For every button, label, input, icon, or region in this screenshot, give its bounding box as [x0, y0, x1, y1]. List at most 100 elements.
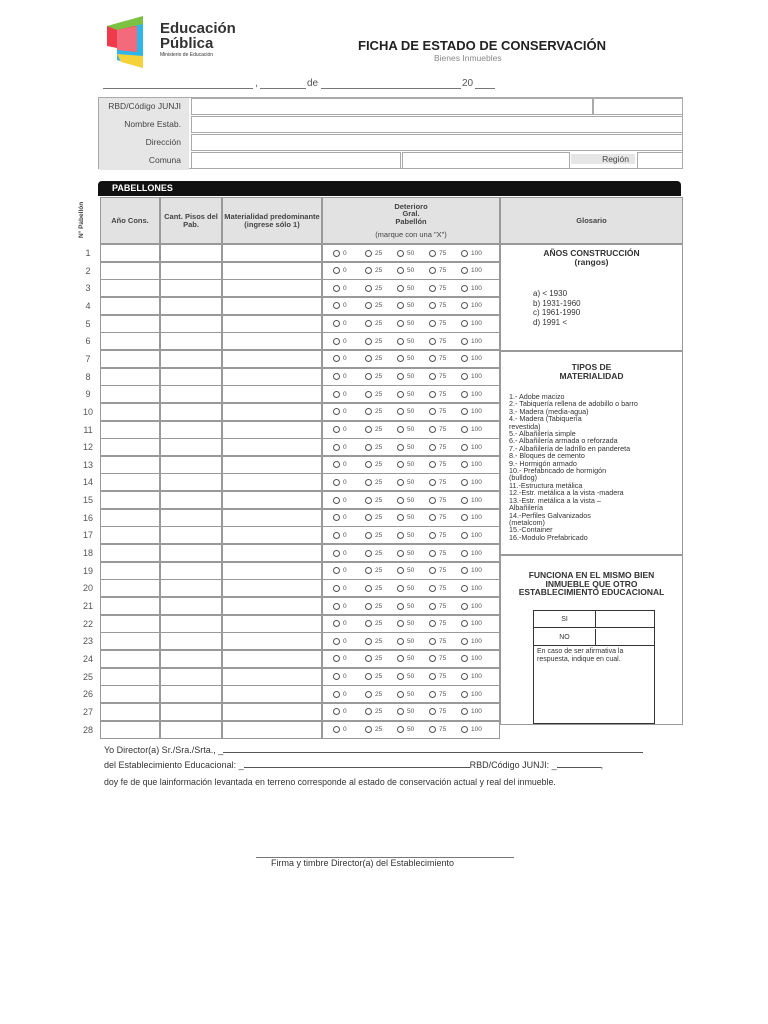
cant-pisos-field[interactable]: [160, 402, 222, 421]
director-name-field[interactable]: [223, 752, 644, 753]
deterioro-radio[interactable]: 25: [365, 408, 397, 416]
deterioro-radio[interactable]: 75: [429, 514, 461, 522]
materialidad-field[interactable]: [222, 720, 322, 739]
deterioro-radio[interactable]: 25: [365, 620, 397, 628]
materialidad-field[interactable]: [222, 349, 322, 368]
cant-pisos-field[interactable]: [160, 332, 222, 351]
deterioro-radio[interactable]: 0: [333, 284, 365, 292]
deterioro-radio[interactable]: 50: [397, 620, 429, 628]
deterioro-radio[interactable]: 100: [461, 337, 493, 345]
deterioro-radio[interactable]: 25: [365, 267, 397, 275]
cant-pisos-field[interactable]: [160, 544, 222, 563]
deterioro-radio[interactable]: 75: [429, 584, 461, 592]
deterioro-radio[interactable]: 0: [333, 690, 365, 698]
deterioro-radio[interactable]: 25: [365, 726, 397, 734]
deterioro-radio[interactable]: 75: [429, 373, 461, 381]
deterioro-radio[interactable]: 75: [429, 620, 461, 628]
rbd-extra-field[interactable]: [593, 98, 683, 115]
deterioro-radio[interactable]: 0: [333, 408, 365, 416]
deterioro-radio[interactable]: 25: [365, 302, 397, 310]
deterioro-radio[interactable]: 100: [461, 602, 493, 610]
deterioro-radio[interactable]: 50: [397, 337, 429, 345]
cant-pisos-field[interactable]: [160, 649, 222, 668]
deterioro-radio[interactable]: 25: [365, 496, 397, 504]
deterioro-radio[interactable]: 100: [461, 514, 493, 522]
deterioro-radio[interactable]: 75: [429, 337, 461, 345]
materialidad-field[interactable]: [222, 261, 322, 280]
ano-cons-field[interactable]: [100, 685, 160, 704]
ano-cons-field[interactable]: [100, 244, 160, 262]
deterioro-radio[interactable]: 0: [333, 390, 365, 398]
cant-pisos-field[interactable]: [160, 632, 222, 651]
ano-cons-field[interactable]: [100, 702, 160, 721]
cant-pisos-field[interactable]: [160, 314, 222, 333]
cant-pisos-field[interactable]: [160, 597, 222, 615]
nombre-field[interactable]: [191, 116, 683, 133]
materialidad-field[interactable]: [222, 579, 322, 598]
deterioro-radio[interactable]: 75: [429, 637, 461, 645]
deterioro-radio[interactable]: 0: [333, 673, 365, 681]
deterioro-radio[interactable]: 100: [461, 426, 493, 433]
ano-cons-field[interactable]: [100, 349, 160, 368]
rbd-code-field[interactable]: [556, 767, 601, 768]
deterioro-radio[interactable]: 0: [333, 602, 365, 610]
deterioro-radio[interactable]: 100: [461, 320, 493, 328]
deterioro-radio[interactable]: 50: [397, 355, 429, 363]
deterioro-radio[interactable]: 0: [333, 267, 365, 275]
deterioro-radio[interactable]: 25: [365, 602, 397, 610]
deterioro-radio[interactable]: 50: [397, 726, 429, 734]
deterioro-radio[interactable]: 75: [429, 390, 461, 398]
materialidad-field[interactable]: [222, 314, 322, 333]
ano-cons-field[interactable]: [100, 508, 160, 527]
deterioro-radio[interactable]: 50: [397, 584, 429, 592]
deterioro-radio[interactable]: 50: [397, 320, 429, 328]
deterioro-radio[interactable]: 100: [461, 726, 493, 734]
deterioro-radio[interactable]: 50: [397, 673, 429, 681]
deterioro-radio[interactable]: 0: [333, 620, 365, 628]
rbd-field[interactable]: [191, 98, 593, 115]
deterioro-radio[interactable]: 100: [461, 267, 493, 275]
deterioro-radio[interactable]: 0: [333, 302, 365, 310]
deterioro-radio[interactable]: 50: [397, 249, 429, 257]
deterioro-radio[interactable]: 100: [461, 690, 493, 698]
deterioro-radio[interactable]: 50: [397, 514, 429, 522]
deterioro-radio[interactable]: 25: [365, 355, 397, 363]
ano-cons-field[interactable]: [100, 314, 160, 333]
ano-cons-field[interactable]: [100, 473, 160, 492]
materialidad-field[interactable]: [222, 438, 322, 457]
deterioro-radio[interactable]: 25: [365, 390, 397, 398]
ano-cons-field[interactable]: [100, 544, 160, 563]
deterioro-radio[interactable]: 25: [365, 320, 397, 328]
deterioro-radio[interactable]: 75: [429, 549, 461, 557]
comuna-field[interactable]: [191, 152, 401, 169]
cant-pisos-field[interactable]: [160, 473, 222, 492]
deterioro-radio[interactable]: 100: [461, 584, 493, 592]
deterioro-radio[interactable]: 100: [461, 443, 493, 451]
cant-pisos-field[interactable]: [160, 349, 222, 368]
deterioro-radio[interactable]: 25: [365, 443, 397, 451]
no-field[interactable]: [597, 629, 654, 646]
cant-pisos-field[interactable]: [160, 455, 222, 474]
deterioro-radio[interactable]: 25: [365, 373, 397, 381]
materialidad-field[interactable]: [222, 526, 322, 545]
comuna-extra-field[interactable]: [402, 152, 570, 169]
cant-pisos-field[interactable]: [160, 667, 222, 686]
deterioro-radio[interactable]: 0: [333, 478, 365, 486]
deterioro-radio[interactable]: 100: [461, 408, 493, 416]
deterioro-radio[interactable]: 100: [461, 390, 493, 398]
deterioro-radio[interactable]: 0: [333, 637, 365, 645]
deterioro-radio[interactable]: 0: [333, 514, 365, 522]
ano-cons-field[interactable]: [100, 279, 160, 298]
deterioro-radio[interactable]: 50: [397, 655, 429, 663]
materialidad-field[interactable]: [222, 455, 322, 474]
deterioro-radio[interactable]: 0: [333, 567, 365, 575]
deterioro-radio[interactable]: 25: [365, 637, 397, 645]
deterioro-radio[interactable]: 50: [397, 690, 429, 698]
deterioro-radio[interactable]: 75: [429, 496, 461, 504]
cant-pisos-field[interactable]: [160, 279, 222, 298]
direccion-field[interactable]: [191, 134, 683, 151]
deterioro-radio[interactable]: 0: [333, 549, 365, 557]
deterioro-radio[interactable]: 75: [429, 726, 461, 734]
ano-cons-field[interactable]: [100, 614, 160, 633]
deterioro-radio[interactable]: 50: [397, 373, 429, 381]
